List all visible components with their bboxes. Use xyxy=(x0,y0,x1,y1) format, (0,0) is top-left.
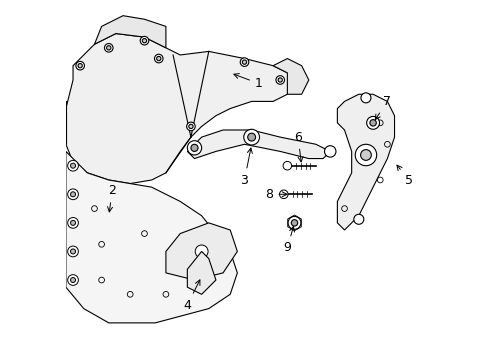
Circle shape xyxy=(240,58,248,66)
Circle shape xyxy=(283,161,291,170)
Polygon shape xyxy=(66,33,294,184)
Polygon shape xyxy=(187,130,329,158)
Circle shape xyxy=(67,275,78,285)
Circle shape xyxy=(353,214,363,224)
Circle shape xyxy=(140,36,148,45)
Circle shape xyxy=(104,44,113,52)
Circle shape xyxy=(287,216,300,229)
Circle shape xyxy=(156,57,161,61)
Circle shape xyxy=(78,64,82,68)
Circle shape xyxy=(247,133,255,141)
Text: 4: 4 xyxy=(183,280,200,311)
Circle shape xyxy=(242,60,246,64)
Text: 8: 8 xyxy=(265,188,286,201)
Circle shape xyxy=(190,144,198,152)
Circle shape xyxy=(369,120,376,126)
Circle shape xyxy=(142,39,146,43)
Circle shape xyxy=(188,124,193,129)
Circle shape xyxy=(67,246,78,257)
Circle shape xyxy=(154,54,163,63)
Text: 5: 5 xyxy=(396,165,412,186)
Circle shape xyxy=(360,150,370,160)
Circle shape xyxy=(278,78,282,82)
Text: 6: 6 xyxy=(294,131,303,162)
Circle shape xyxy=(67,160,78,171)
Circle shape xyxy=(354,144,376,166)
Circle shape xyxy=(76,62,84,70)
Circle shape xyxy=(70,163,75,168)
Circle shape xyxy=(187,141,201,155)
Circle shape xyxy=(291,220,297,226)
Circle shape xyxy=(70,192,75,197)
Polygon shape xyxy=(272,59,308,94)
Text: 7: 7 xyxy=(374,95,390,120)
Circle shape xyxy=(67,217,78,228)
Polygon shape xyxy=(66,152,237,323)
Polygon shape xyxy=(94,16,165,48)
Circle shape xyxy=(70,278,75,283)
Circle shape xyxy=(106,46,111,50)
Text: 9: 9 xyxy=(283,226,294,255)
Polygon shape xyxy=(165,223,237,280)
Circle shape xyxy=(324,146,335,157)
Circle shape xyxy=(366,116,379,129)
Circle shape xyxy=(67,189,78,200)
Circle shape xyxy=(186,122,195,131)
Circle shape xyxy=(360,93,370,103)
Circle shape xyxy=(279,190,287,199)
Text: 2: 2 xyxy=(107,184,116,212)
Text: 1: 1 xyxy=(233,73,262,90)
Circle shape xyxy=(244,129,259,145)
Circle shape xyxy=(195,245,207,258)
Circle shape xyxy=(70,249,75,254)
Circle shape xyxy=(275,76,284,84)
Text: 3: 3 xyxy=(240,148,252,186)
Polygon shape xyxy=(55,102,66,144)
Circle shape xyxy=(70,220,75,225)
Polygon shape xyxy=(337,94,394,230)
Polygon shape xyxy=(187,251,216,294)
